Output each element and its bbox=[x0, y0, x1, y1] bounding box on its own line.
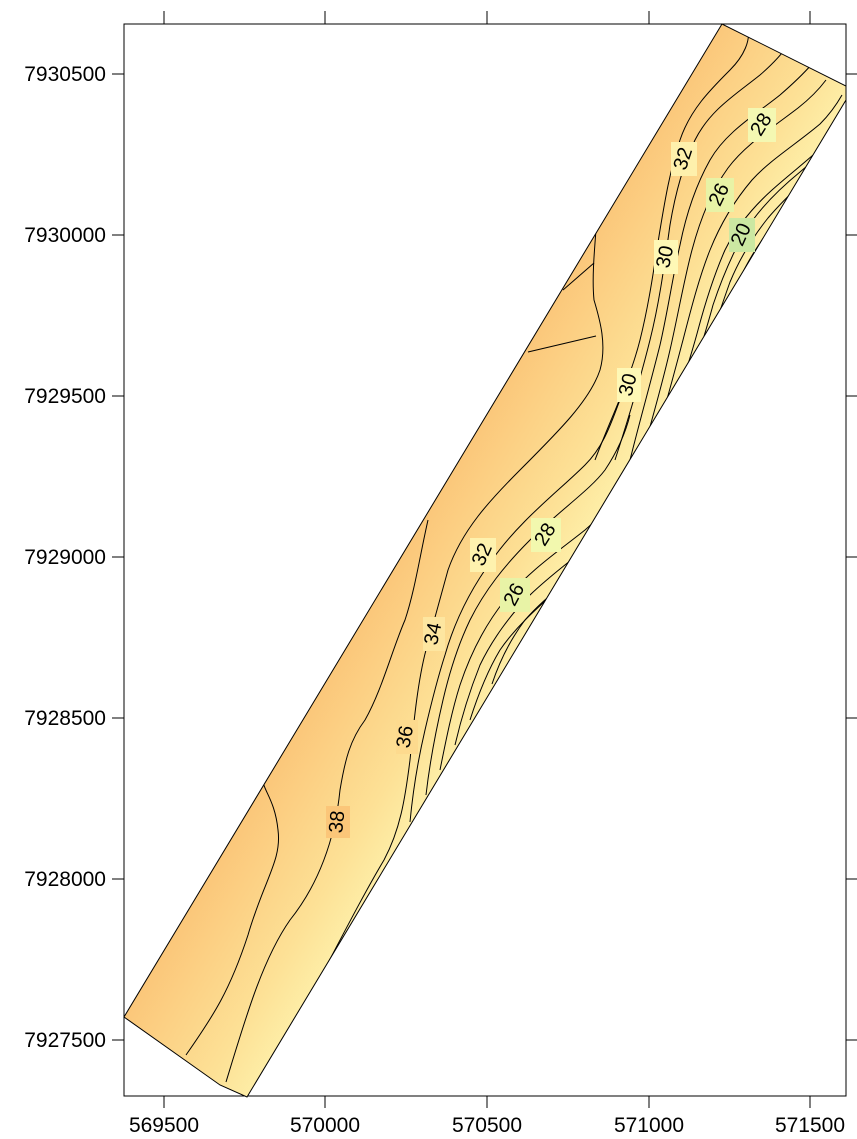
strip-inner-line-2 bbox=[562, 262, 595, 291]
contour-line-35 bbox=[409, 399, 621, 823]
contour-label-bg bbox=[326, 806, 350, 838]
y-tick-label: 7929500 bbox=[24, 385, 106, 408]
contour-labels: 38 36 34 32 28 26 32 30 30 28 26 20 bbox=[325, 108, 777, 838]
strip-inner-line bbox=[527, 335, 597, 353]
contour-line-27-north bbox=[669, 134, 836, 421]
contour-line-36 bbox=[289, 229, 604, 1036]
x-tick-label: 571500 bbox=[775, 1114, 845, 1137]
contour-label-bg bbox=[500, 578, 530, 612]
contour-line-29-north bbox=[641, 79, 827, 456]
y-tick-label: 7927500 bbox=[24, 1029, 106, 1052]
contour-line-38 bbox=[185, 779, 280, 1056]
contour-label: 38 bbox=[325, 810, 349, 834]
contour-label-bg bbox=[423, 617, 445, 651]
contour-line-34 bbox=[425, 414, 631, 796]
y-tick-label: 7928500 bbox=[24, 707, 106, 730]
contour-line-28-north bbox=[654, 94, 843, 441]
contour-label-bg bbox=[617, 368, 641, 402]
contour-line-30-north bbox=[629, 63, 813, 461]
y-tick-label: 7929000 bbox=[24, 546, 106, 569]
contour-label-bg bbox=[748, 108, 776, 142]
contour-label-bg bbox=[729, 218, 755, 252]
contour-label-bg bbox=[470, 538, 496, 572]
x-tick-label: 571000 bbox=[614, 1114, 684, 1137]
y-tick-label: 7930500 bbox=[24, 63, 106, 86]
contour-label: 30 bbox=[615, 371, 642, 398]
x-tick-label: 570500 bbox=[452, 1114, 522, 1137]
contour-line-37 bbox=[225, 519, 429, 1083]
x-axis-labels: 569500 570000 570500 571000 571500 bbox=[129, 1114, 845, 1137]
strip-outline bbox=[123, 23, 847, 1098]
x-tick-label: 570000 bbox=[290, 1114, 360, 1137]
contour-line-31-north bbox=[614, 41, 791, 461]
contour-label-bg bbox=[671, 142, 697, 176]
x-tick-label: 569500 bbox=[129, 1114, 199, 1137]
y-tick-label: 7928000 bbox=[24, 868, 106, 891]
contour-label-bg bbox=[706, 178, 734, 212]
y-tick-label: 7930000 bbox=[24, 224, 106, 247]
contour-label: 36 bbox=[393, 724, 419, 750]
plot-frame bbox=[123, 23, 847, 1097]
contour-label-bg bbox=[654, 240, 678, 274]
contour-label: 30 bbox=[652, 244, 678, 270]
contour-label-bg bbox=[531, 518, 561, 552]
contour-label: 34 bbox=[420, 621, 446, 647]
contour-label-bg bbox=[396, 720, 418, 754]
axis-ticks bbox=[112, 11, 857, 1108]
y-axis-labels: 7930500 7930000 7929500 7929000 7928500 … bbox=[24, 63, 106, 1052]
